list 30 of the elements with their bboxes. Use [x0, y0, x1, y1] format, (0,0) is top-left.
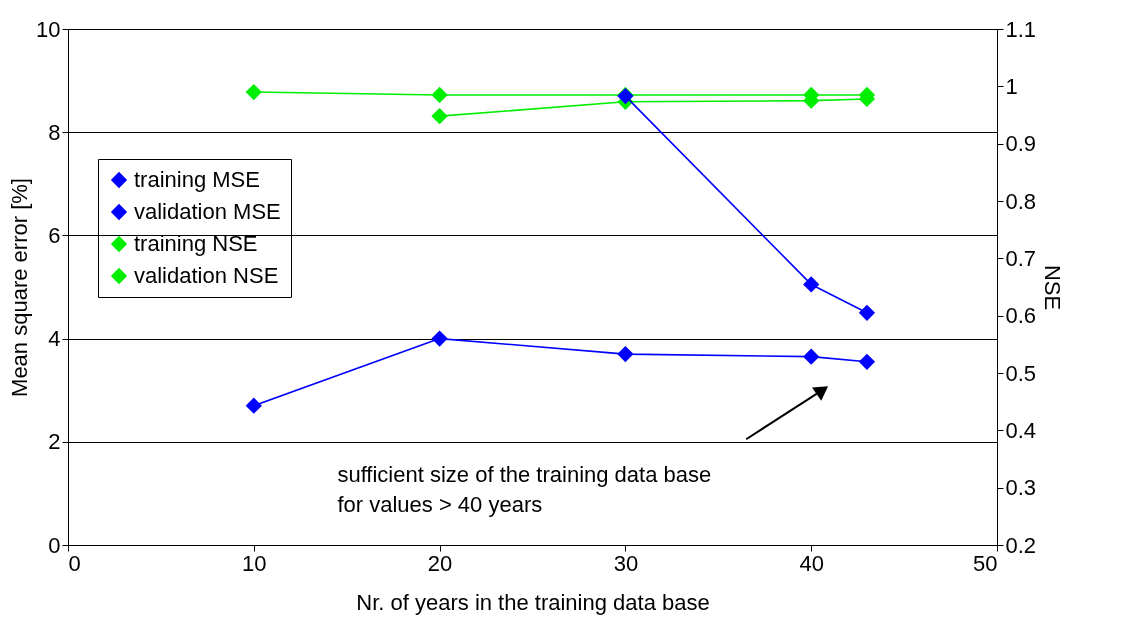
x-axis-title: Nr. of years in the training data base [356, 589, 710, 615]
y2-tick-label: 0.8 [1005, 188, 1037, 214]
y-tick-label: 10 [36, 16, 61, 42]
y-tick-label: 4 [48, 326, 61, 352]
y2-tick-label: 0.9 [1005, 131, 1037, 157]
annotation: sufficient size of the training data base for values > 40 years [337, 462, 712, 518]
y-tick-label: 8 [48, 119, 61, 145]
legend-label: training NSE [134, 231, 258, 256]
y-tick-label: 6 [48, 222, 61, 248]
legend-label: validation MSE [134, 199, 281, 224]
y2-tick-label: 1 [1005, 73, 1018, 99]
y-axis-title: Mean square error [%] [7, 178, 33, 397]
x-tick-label: 0 [68, 550, 81, 576]
y2-tick-label: 0.4 [1005, 417, 1037, 443]
y2-tick-label: 1.1 [1005, 16, 1037, 42]
y-tick-label: 2 [48, 429, 61, 455]
y2-axis-title: NSE [1040, 264, 1066, 311]
y2-tick-label: 0.6 [1005, 303, 1037, 329]
x-tick-label: 10 [242, 550, 267, 576]
x-tick-label: 20 [427, 550, 453, 576]
y2-tick-label: 0.2 [1005, 532, 1037, 558]
y2-tick-label: 0.7 [1005, 245, 1037, 271]
x-tick-label: 50 [973, 550, 998, 576]
x-tick-label: 40 [799, 550, 824, 576]
y2-tick-label: 0.3 [1005, 475, 1037, 501]
legend-label: training MSE [134, 167, 260, 192]
x-tick-label: 30 [613, 550, 639, 576]
y-tick-label: 0 [48, 532, 61, 558]
legend-label: validation NSE [134, 263, 279, 288]
y2-tick-label: 0.5 [1005, 360, 1037, 386]
